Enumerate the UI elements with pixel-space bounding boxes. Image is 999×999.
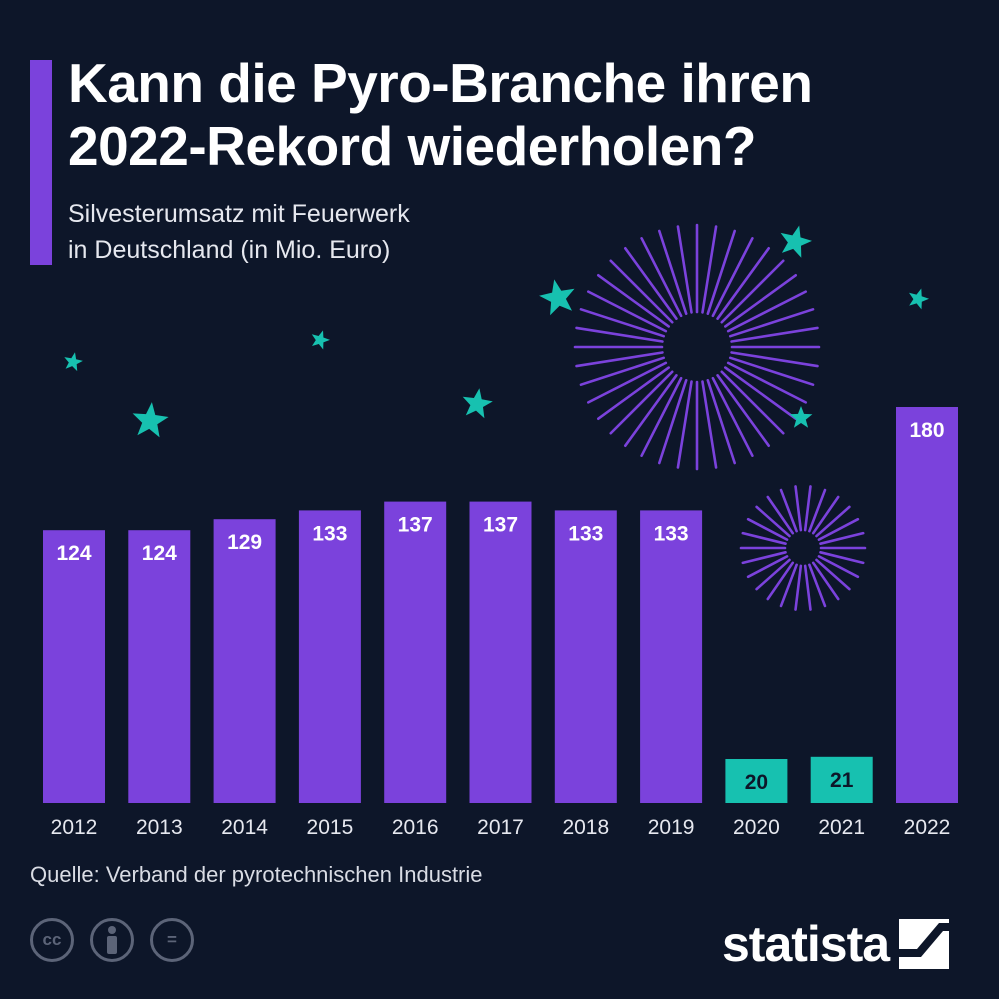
data-label-2021: 21 — [830, 769, 854, 792]
decoration-layer — [64, 223, 929, 611]
data-label-2022: 180 — [909, 419, 944, 442]
bar-2013 — [128, 530, 191, 803]
person-icon — [107, 926, 117, 954]
tick-label-2018: 2018 — [562, 816, 609, 839]
data-label-2016: 137 — [398, 514, 433, 537]
chart-title: Kann die Pyro-Branche ihren 2022-Rekord … — [68, 52, 968, 178]
bar-2018 — [554, 510, 617, 803]
tick-label-2017: 2017 — [477, 816, 524, 839]
firework-small-icon — [739, 485, 867, 611]
tick-label-2019: 2019 — [648, 816, 695, 839]
subtitle-line-2: in Deutschland (in Mio. Euro) — [68, 236, 391, 264]
bar-2022 — [896, 407, 958, 803]
data-label-2017: 137 — [483, 514, 518, 537]
chart-subtitle: Silvesterumsatz mit Feuerwerk in Deutsch… — [68, 196, 668, 268]
data-label-2020: 20 — [745, 771, 768, 794]
tick-label-2013: 2013 — [136, 816, 183, 839]
data-label-2015: 133 — [312, 522, 347, 545]
no-derivatives-icon[interactable]: = — [150, 918, 194, 962]
nd-icon-label: = — [167, 930, 177, 949]
source-note: Quelle: Verband der pyrotechnischen Indu… — [30, 862, 483, 887]
star-icon — [132, 402, 169, 438]
star-icon — [539, 279, 575, 316]
data-label-2012: 124 — [56, 542, 91, 565]
tick-label-2022: 2022 — [904, 816, 951, 839]
bar-2016 — [384, 501, 447, 803]
tick-label-2021: 2021 — [818, 816, 865, 839]
tick-label-2016: 2016 — [392, 816, 439, 839]
bar-2019 — [640, 510, 703, 803]
logo-mark-icon — [899, 919, 950, 969]
bar-2020 — [725, 759, 788, 803]
logo-text: statista — [722, 916, 890, 972]
firework-large-icon — [573, 223, 821, 471]
star-icon — [462, 388, 493, 419]
star-icon — [789, 406, 813, 428]
cc-icon-label: cc — [42, 930, 62, 949]
tick-label-2012: 2012 — [51, 816, 98, 839]
bar-2015 — [298, 510, 361, 803]
data-label-2018: 133 — [568, 522, 603, 545]
bars-layer: 124 124 129 133 137 137 133 133 20 21 180 — [43, 407, 958, 803]
bar-2021 — [810, 756, 873, 803]
star-icon — [909, 288, 929, 310]
cc-icon[interactable]: cc — [30, 918, 74, 962]
tick-label-2014: 2014 — [221, 816, 268, 839]
subtitle-line-1: Silvesterumsatz mit Feuerwerk — [68, 200, 410, 228]
tick-label-2020: 2020 — [733, 816, 780, 839]
bar-2014 — [213, 519, 276, 803]
star-icon — [311, 330, 330, 350]
statista-logo[interactable]: statista — [722, 914, 950, 974]
title-line-2: 2022-Rekord wiederholen? — [68, 115, 756, 177]
x-axis: 2012 2013 2014 2015 2016 2017 2018 2019 2020 2021… — [51, 816, 951, 839]
data-label-2014: 129 — [227, 531, 262, 554]
attribution-icon[interactable] — [90, 918, 134, 962]
star-icon — [780, 225, 812, 258]
data-label-2019: 133 — [654, 522, 689, 545]
bar-2012 — [43, 530, 105, 803]
data-label-2013: 124 — [142, 542, 177, 565]
bar-2017 — [469, 501, 532, 803]
star-icon — [64, 352, 83, 372]
title-line-1: Kann die Pyro-Branche ihren — [68, 52, 813, 114]
tick-label-2015: 2015 — [307, 816, 354, 839]
accent-bar — [30, 60, 52, 265]
